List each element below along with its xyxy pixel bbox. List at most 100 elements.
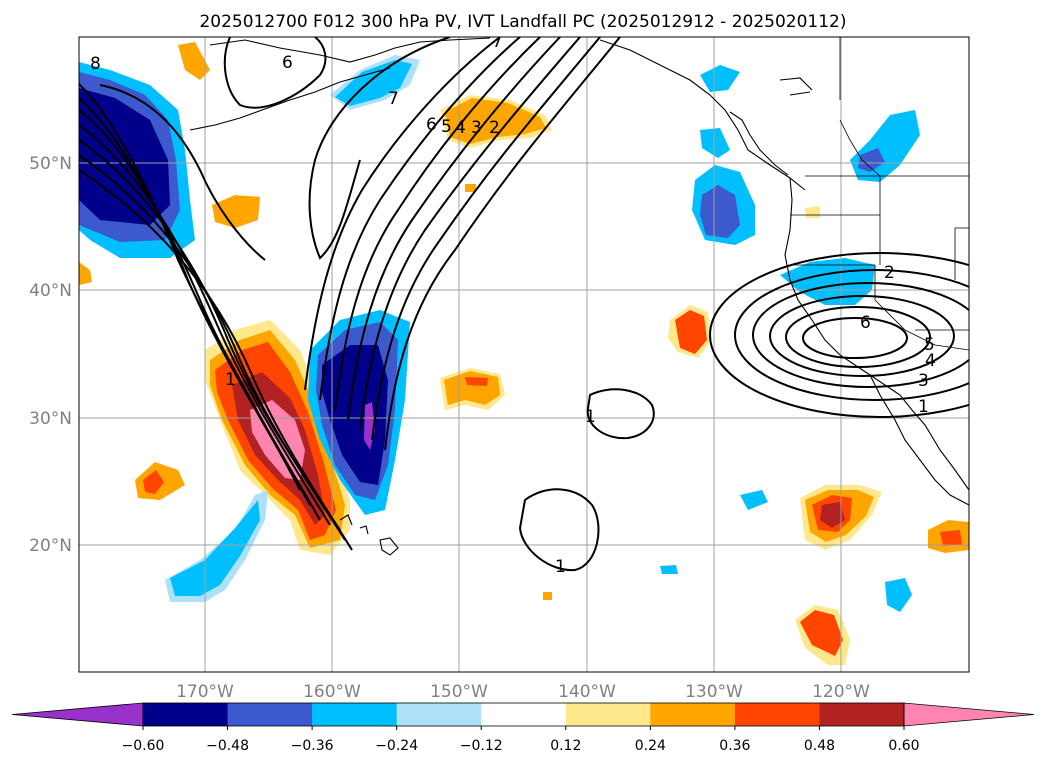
pv-contour-east-2 — [734, 269, 969, 401]
pv-contour-label: 4 — [455, 118, 466, 138]
pv-contour-label: 1 — [225, 370, 236, 390]
colorbar-tick-label: −0.12 — [460, 738, 503, 754]
pv-contour-east-5 — [785, 306, 931, 368]
coast-west-us — [784, 177, 969, 491]
pv-contour-label: 5 — [924, 335, 935, 355]
shade-california-negative — [780, 258, 875, 305]
pv-contour-label: 6 — [282, 53, 293, 73]
lon-labels: 170°W 160°W 150°W 140°W 130°W 120°W — [176, 682, 870, 702]
coast-bc — [729, 111, 789, 176]
pv-contour-ridge-8 — [308, 37, 451, 260]
coast-hawaii — [339, 514, 399, 556]
lon-label-150w: 150°W — [430, 682, 488, 702]
pv-contour-label: 2 — [884, 263, 895, 283]
lat-label-20n: 20°N — [29, 536, 72, 556]
colorbar-tick-label: 0.24 — [635, 738, 666, 754]
shade-small-positive-5 — [543, 592, 552, 600]
shade-se-positive-1-darkred — [820, 502, 845, 528]
shade-se-positive-2-inner — [800, 610, 843, 656]
shade-small-positive-4-inner — [143, 470, 164, 494]
border-east — [954, 227, 969, 280]
shade-mid-positive-red — [465, 377, 488, 386]
lon-label-120w: 120°W — [812, 682, 870, 702]
border-nv — [874, 265, 906, 331]
colorbar-frame — [142, 702, 905, 727]
lon-label-140w: 140°W — [558, 682, 616, 702]
colorbar-tick-label: −0.60 — [122, 738, 165, 754]
pv-contour-label: 7 — [492, 32, 503, 52]
colorbar-cell — [396, 703, 482, 726]
colorbar-cell — [481, 703, 567, 726]
colorbar-cell — [650, 703, 736, 726]
pv-contour-label: 3 — [918, 371, 929, 391]
lon-label-130w: 130°W — [685, 682, 743, 702]
lat-label-30n: 30°N — [29, 409, 72, 429]
lat-labels: 50°N 40°N 30°N 20°N — [29, 154, 72, 556]
pv-contour-west-7 — [79, 169, 353, 551]
pv-contour-ridge-4 — [359, 37, 581, 431]
shade-small-negative-1 — [885, 578, 912, 612]
colorbar-tick-label: 0.60 — [888, 738, 919, 754]
pv-contour-mid-2 — [518, 488, 600, 572]
colorbar-cells — [11, 702, 1035, 727]
shade-se-alaska-negative-2 — [700, 128, 730, 158]
coast-alaska — [209, 37, 491, 63]
pv-contours — [79, 37, 969, 572]
shade-small-negative-2 — [740, 490, 768, 510]
pv-contour-ridge-7 — [304, 37, 501, 391]
pv-contour-ridge-2 — [334, 37, 541, 411]
lon-label-170w: 170°W — [176, 682, 234, 702]
shade-small-positive-2 — [178, 42, 210, 80]
border-bc-alberta — [839, 119, 881, 177]
colorbar-tick-label: 0.36 — [719, 738, 750, 754]
pv-contour-ridge-6 — [384, 37, 621, 451]
pv-contour-label: 5 — [441, 117, 452, 137]
pv-contour-label: 1 — [585, 407, 596, 427]
pv-contour-label: 3 — [471, 118, 482, 138]
colorbar-tick-label: −0.24 — [375, 738, 418, 754]
colorbar-extend-min — [11, 702, 144, 727]
pv-contour-label: 2 — [489, 118, 500, 138]
pv-contour-ridge-5 — [371, 37, 601, 441]
lon-label-160w: 160°W — [303, 682, 361, 702]
shade-sw-negative-inner — [170, 500, 260, 596]
colorbar: −0.60 −0.48 −0.36 −0.24 −0.12 0.12 0.24 0.36 0.4… — [11, 702, 1035, 754]
coast-aleutians — [189, 67, 391, 131]
coast-hudson — [779, 77, 813, 96]
pv-contour-ridge-1 — [319, 37, 521, 401]
lat-label-50n: 50°N — [29, 154, 72, 174]
pv-contour-east-4 — [769, 295, 955, 377]
colorbar-cell — [227, 703, 313, 726]
colorbar-tick-label: −0.36 — [291, 738, 334, 754]
pv-contour-label: 8 — [90, 54, 101, 74]
pv-contour-label: 1 — [555, 557, 566, 577]
border-mexico — [904, 329, 969, 351]
shade-bc-negative-inner — [700, 185, 740, 238]
pv-contour-label: 7 — [388, 89, 399, 109]
pv-contour-label: 1 — [918, 397, 929, 417]
shade-east-positive-1-inner — [675, 310, 707, 354]
pv-contour-east-3 — [752, 282, 969, 388]
pv-contour-label: 6 — [426, 115, 437, 135]
map-frame — [78, 36, 970, 673]
pv-contour-west-4 — [79, 154, 346, 541]
colorbar-tick-label: 0.12 — [550, 738, 581, 754]
pv-contour-west-8 — [99, 84, 266, 261]
shade-far-east-positive-inner — [940, 530, 962, 546]
colorbar-cell — [819, 703, 905, 726]
colorbar-ticks: −0.60 −0.48 −0.36 −0.24 −0.12 0.12 0.24 0.36 0.4… — [122, 726, 920, 754]
pv-contour-alaska — [223, 37, 327, 109]
pv-contour-mid-1 — [586, 388, 655, 440]
map-panel: 6 5 4 3 2 1 1 1 1 2 3 4 5 6 8 6 7 7 — [79, 32, 969, 672]
pv-contour-west-2 — [79, 124, 331, 526]
shade-small-positive-1 — [212, 195, 260, 228]
shade-small-negative-3 — [660, 565, 678, 574]
colorbar-cell — [565, 703, 651, 726]
colorbar-tick-label: −0.48 — [206, 738, 249, 754]
colorbar-cell — [143, 703, 229, 726]
pv-contour-label: 4 — [925, 351, 936, 371]
shade-small-positive-7 — [805, 206, 820, 218]
shade-canada-negative-inner — [858, 148, 885, 172]
shade-small-positive-6 — [465, 184, 476, 192]
colorbar-cell — [312, 703, 398, 726]
